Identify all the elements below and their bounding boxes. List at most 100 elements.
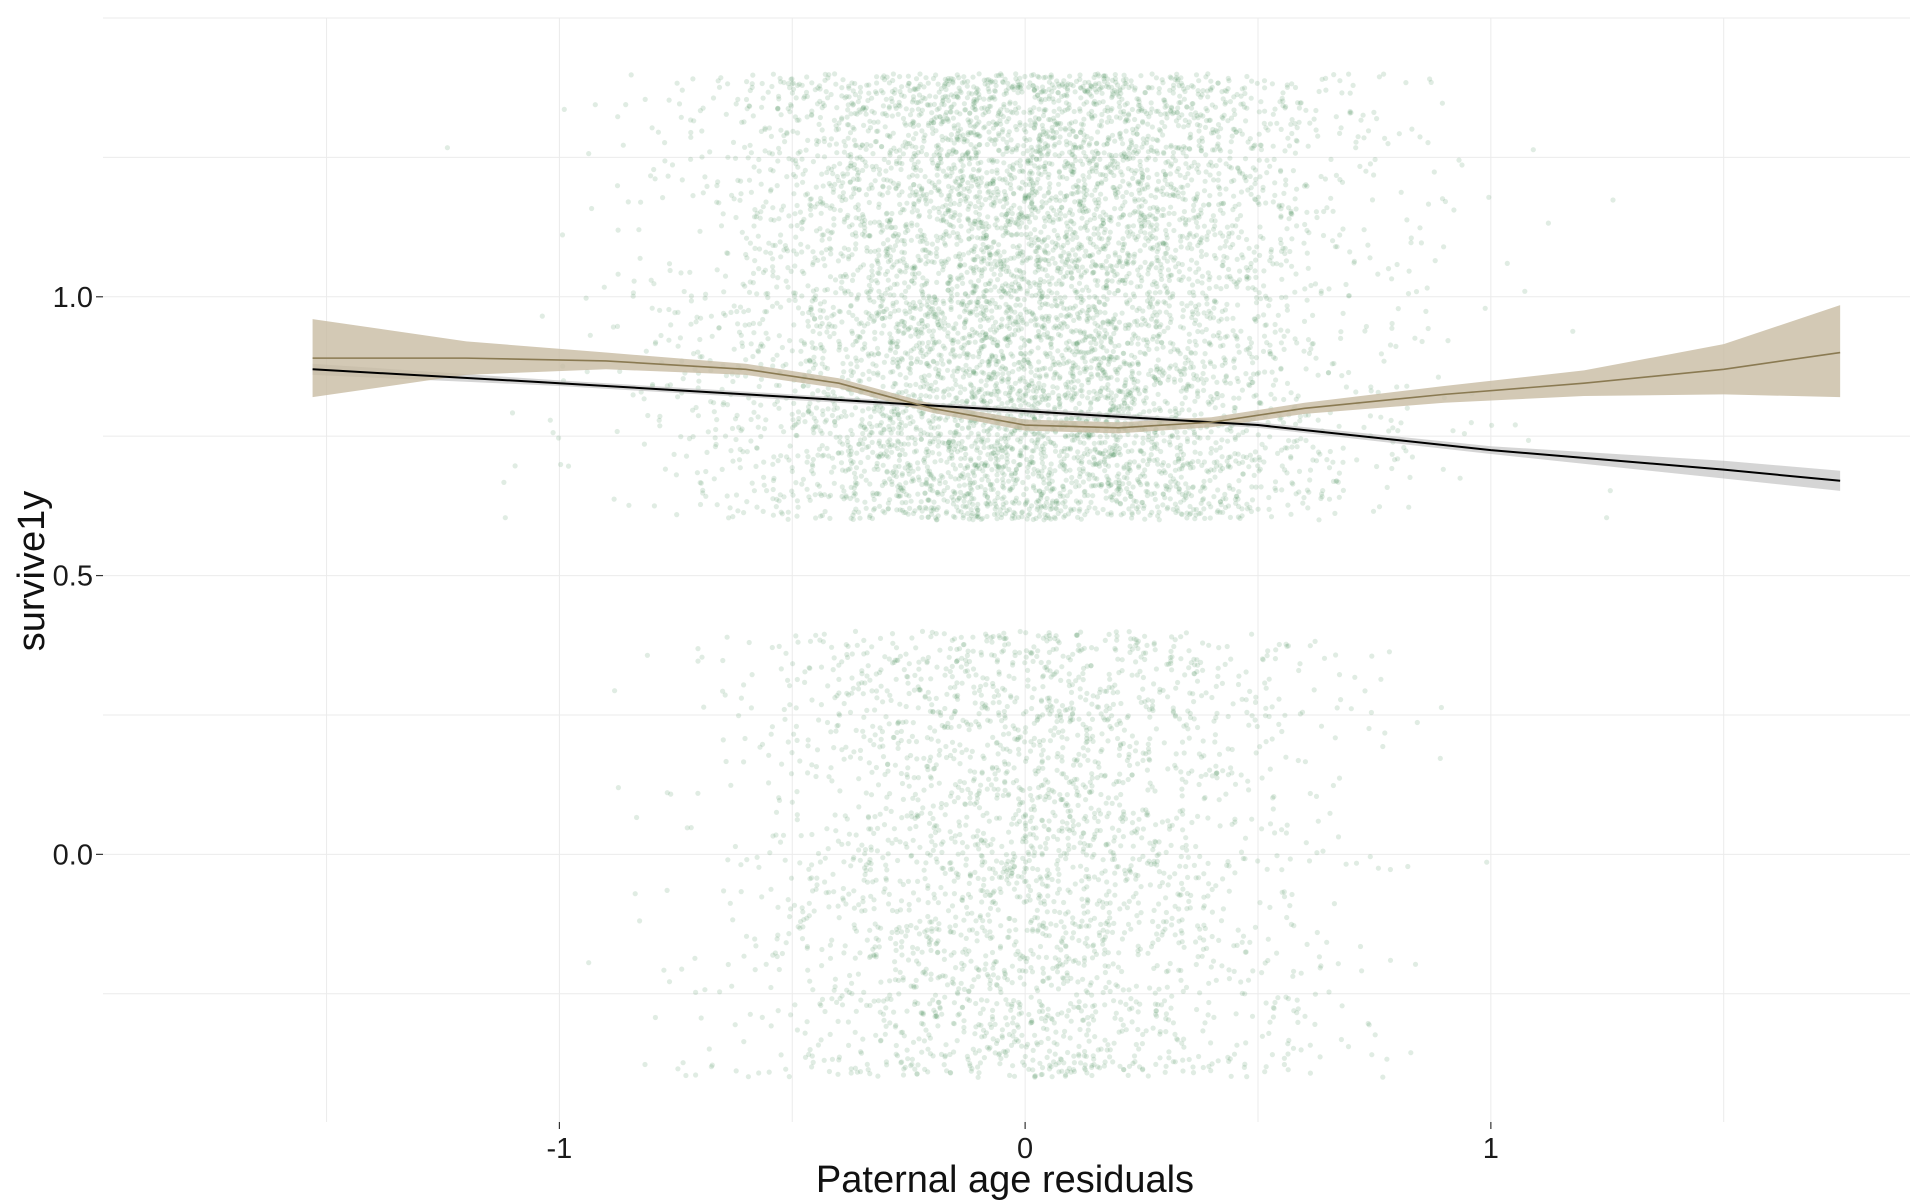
data-point xyxy=(998,294,1005,300)
data-point xyxy=(1051,85,1057,91)
data-point xyxy=(750,113,756,119)
data-point xyxy=(1284,84,1290,90)
data-point xyxy=(1175,194,1181,200)
data-point xyxy=(919,144,925,150)
data-point xyxy=(786,156,792,162)
scatter-points xyxy=(444,71,1616,1080)
data-point xyxy=(913,167,919,173)
data-point xyxy=(1316,517,1322,523)
data-point xyxy=(754,445,760,451)
data-point xyxy=(966,188,972,194)
data-point xyxy=(1086,459,1092,465)
data-point xyxy=(855,202,861,208)
data-point xyxy=(444,145,450,151)
data-point xyxy=(1445,338,1451,344)
data-point xyxy=(1610,197,1616,203)
data-point xyxy=(770,461,776,467)
data-point xyxy=(795,82,801,88)
data-point xyxy=(835,258,842,264)
data-point xyxy=(995,189,1001,195)
data-point xyxy=(827,245,833,251)
data-point xyxy=(1168,75,1174,81)
data-point xyxy=(1100,220,1106,226)
data-point xyxy=(854,450,860,456)
data-point xyxy=(946,183,952,189)
data-point xyxy=(780,203,787,209)
data-point xyxy=(1223,161,1229,167)
data-point xyxy=(1328,156,1334,162)
data-point xyxy=(1050,389,1056,396)
data-point xyxy=(972,99,978,106)
data-point xyxy=(1055,242,1061,248)
data-point xyxy=(907,505,913,511)
data-point xyxy=(858,357,864,363)
data-point xyxy=(729,425,736,432)
data-point xyxy=(849,252,855,258)
data-point xyxy=(1268,246,1274,253)
data-point xyxy=(962,335,968,341)
data-point xyxy=(925,468,931,474)
data-point xyxy=(1335,479,1341,485)
data-point xyxy=(1210,226,1217,232)
data-point xyxy=(818,210,824,216)
data-point xyxy=(1258,484,1264,490)
data-point xyxy=(1211,305,1217,311)
data-point xyxy=(918,111,924,117)
data-point xyxy=(781,429,787,435)
data-point xyxy=(908,414,914,420)
data-point xyxy=(984,106,990,112)
data-point xyxy=(770,256,776,262)
data-point xyxy=(846,122,852,128)
data-point xyxy=(963,504,969,510)
data-point xyxy=(991,450,997,456)
data-point xyxy=(1008,396,1014,402)
data-point xyxy=(1130,223,1137,229)
data-point xyxy=(1145,84,1151,90)
data-point xyxy=(1057,134,1063,140)
data-point xyxy=(1246,245,1252,251)
data-point xyxy=(1293,396,1299,402)
data-point xyxy=(1082,182,1088,188)
data-point xyxy=(1168,104,1175,110)
data-point xyxy=(1133,143,1139,150)
data-point xyxy=(1227,485,1233,491)
data-point xyxy=(1357,163,1363,169)
data-point xyxy=(1264,170,1270,176)
data-point xyxy=(993,122,999,128)
data-point xyxy=(1154,446,1160,452)
data-point xyxy=(730,458,736,464)
data-point xyxy=(1607,488,1613,494)
data-point xyxy=(1245,346,1251,352)
data-point xyxy=(841,138,847,145)
data-point xyxy=(790,425,796,431)
data-point xyxy=(972,106,978,112)
data-point xyxy=(1081,189,1087,195)
data-point xyxy=(984,170,990,176)
data-point xyxy=(760,204,766,210)
data-point xyxy=(1210,315,1217,321)
data-point xyxy=(1105,253,1111,260)
data-point xyxy=(1278,168,1284,175)
data-point xyxy=(879,222,885,228)
data-point xyxy=(1196,266,1202,272)
data-point xyxy=(909,434,915,441)
data-point xyxy=(907,420,913,427)
data-point xyxy=(1129,106,1135,113)
data-point xyxy=(828,251,834,257)
data-point xyxy=(1057,374,1063,380)
data-point xyxy=(1071,142,1077,148)
data-point xyxy=(1176,83,1182,89)
data-point xyxy=(1058,333,1064,339)
data-point xyxy=(1083,364,1089,370)
data-point xyxy=(1009,384,1015,390)
data-point xyxy=(1231,107,1237,113)
data-point xyxy=(791,400,797,406)
data-point xyxy=(901,207,907,213)
data-point xyxy=(1288,511,1294,517)
data-point xyxy=(1109,268,1115,274)
data-point xyxy=(885,500,892,506)
data-point xyxy=(709,333,715,339)
data-point xyxy=(980,394,986,400)
data-point xyxy=(1052,152,1058,158)
data-point xyxy=(1052,295,1058,301)
